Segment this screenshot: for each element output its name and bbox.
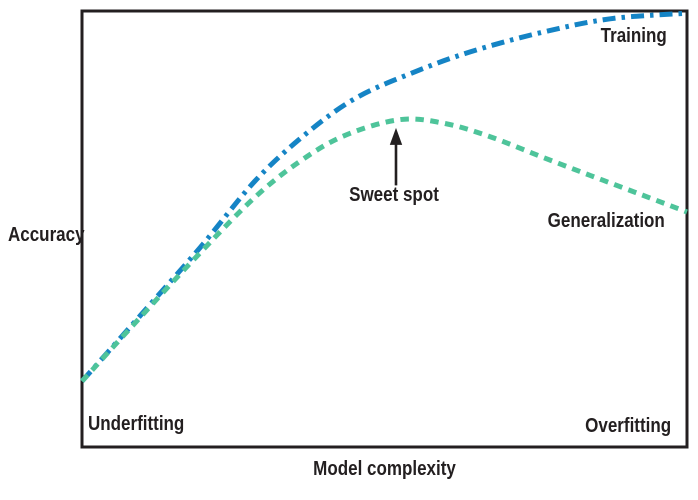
sweet-spot-label: Sweet spot [349,184,439,206]
series-label-training: Training [600,25,667,47]
x-axis-label: Model complexity [313,458,456,480]
series-label-generalization: Generalization [547,210,665,232]
sweet-spot-arrowhead-icon [389,127,403,145]
plot-border [80,9,689,449]
region-label-underfitting: Underfitting [88,413,185,435]
y-axis-label: Accuracy [8,224,85,246]
region-label-overfitting: Overfitting [585,415,671,437]
curve-generalization [80,116,688,383]
